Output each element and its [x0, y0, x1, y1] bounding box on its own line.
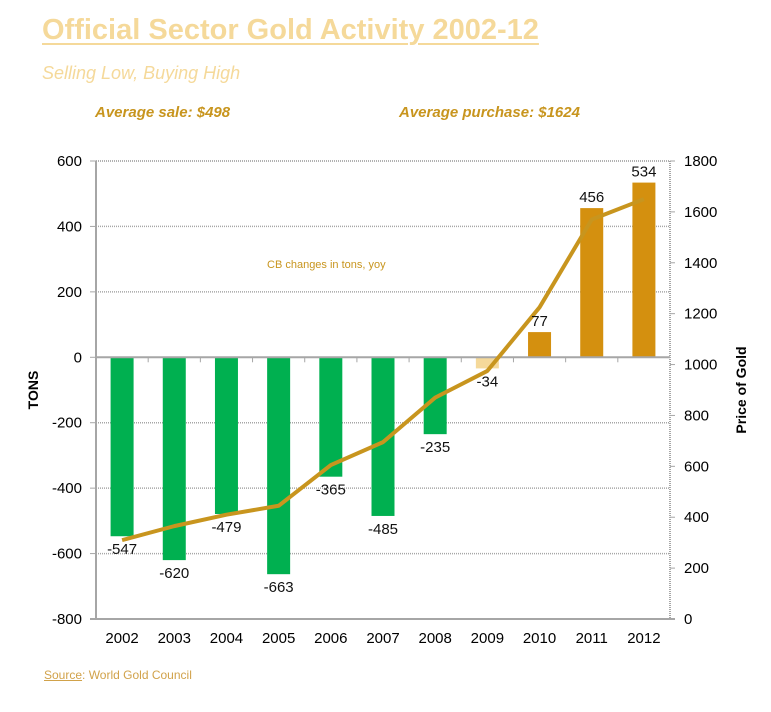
bar: [267, 357, 291, 575]
y-tick-label-right: 800: [684, 407, 709, 424]
y-tick-label-left: -600: [52, 546, 82, 563]
bar: [162, 357, 186, 561]
y-axis-label-left: TONS: [25, 371, 41, 410]
bar-data-label: 77: [531, 313, 548, 330]
bar-data-label: 456: [579, 189, 604, 206]
y-tick-label-right: 0: [684, 611, 692, 628]
series-annotation: CB changes in tons, yoy: [267, 259, 386, 271]
y-tick-label-left: 600: [57, 153, 82, 170]
bar: [371, 357, 395, 516]
bar: [580, 208, 604, 358]
y-tick-label-right: 1000: [684, 357, 717, 374]
bar-data-label: -34: [477, 373, 499, 390]
y-tick-label-right: 200: [684, 560, 709, 577]
bar-data-label: -620: [159, 565, 189, 582]
x-tick-label: 2004: [210, 630, 243, 647]
average-sale-label: Average sale: $498: [95, 104, 231, 121]
y-tick-label-left: -400: [52, 480, 82, 497]
y-tick-label-left: 200: [57, 284, 82, 301]
y-tick-label-left: 0: [74, 349, 82, 366]
bar: [319, 357, 343, 477]
y-tick-label-right: 1600: [684, 204, 717, 221]
bar-data-label: -235: [420, 439, 450, 456]
bar: [475, 357, 499, 369]
source-note: Source: World Gold Council: [44, 668, 192, 682]
axes: 600 400 200 0 -200 -400 -600 -800 1800 1600 1400 12…: [52, 153, 717, 647]
y-tick-label-right: 400: [684, 509, 709, 526]
x-tick-label: 2003: [158, 630, 191, 647]
x-tick-label: 2008: [418, 630, 451, 647]
bar-data-label: -365: [316, 482, 346, 499]
x-tick-label: 2007: [366, 630, 399, 647]
y-tick-label-right: 1800: [684, 153, 717, 170]
bar: [214, 357, 238, 514]
data-labels: -547 -620 -479 -663 -365 -485 -235 -34 77 456 534: [107, 164, 656, 597]
bar: [632, 182, 656, 358]
y-tick-label-right: 600: [684, 458, 709, 475]
bar-data-label: -547: [107, 541, 137, 558]
bar-data-label: -663: [264, 579, 294, 596]
bar-data-label: -485: [368, 521, 398, 538]
bar-data-label: 534: [631, 164, 656, 181]
bar-series: [110, 182, 656, 575]
price-line-series: [121, 197, 645, 543]
bar-data-label: -479: [211, 519, 241, 536]
chart-title: Official Sector Gold Activity 2002-12: [42, 14, 539, 46]
source-text: : World Gold Council: [82, 668, 192, 682]
chart-subtitle: Selling Low, Buying High: [42, 63, 241, 83]
x-tick-label: 2010: [523, 630, 556, 647]
source-label: Source: [44, 668, 83, 682]
x-tick-label: 2012: [627, 630, 660, 647]
y-tick-label-left: 400: [57, 218, 82, 235]
bar: [110, 357, 134, 537]
y-tick-label-left: -800: [52, 611, 82, 628]
bar: [528, 332, 552, 358]
y-tick-label-left: -200: [52, 415, 82, 432]
x-tick-label: 2005: [262, 630, 295, 647]
x-tick-label: 2002: [105, 630, 138, 647]
y-tick-label-right: 1400: [684, 255, 717, 272]
y-axis-label-right: Price of Gold: [733, 346, 749, 433]
x-tick-label: 2006: [314, 630, 347, 647]
average-purchase-label: Average purchase: $1624: [399, 104, 580, 121]
x-tick-label: 2009: [471, 630, 504, 647]
y-tick-label-right: 1200: [684, 306, 717, 323]
x-tick-label: 2011: [576, 630, 608, 647]
